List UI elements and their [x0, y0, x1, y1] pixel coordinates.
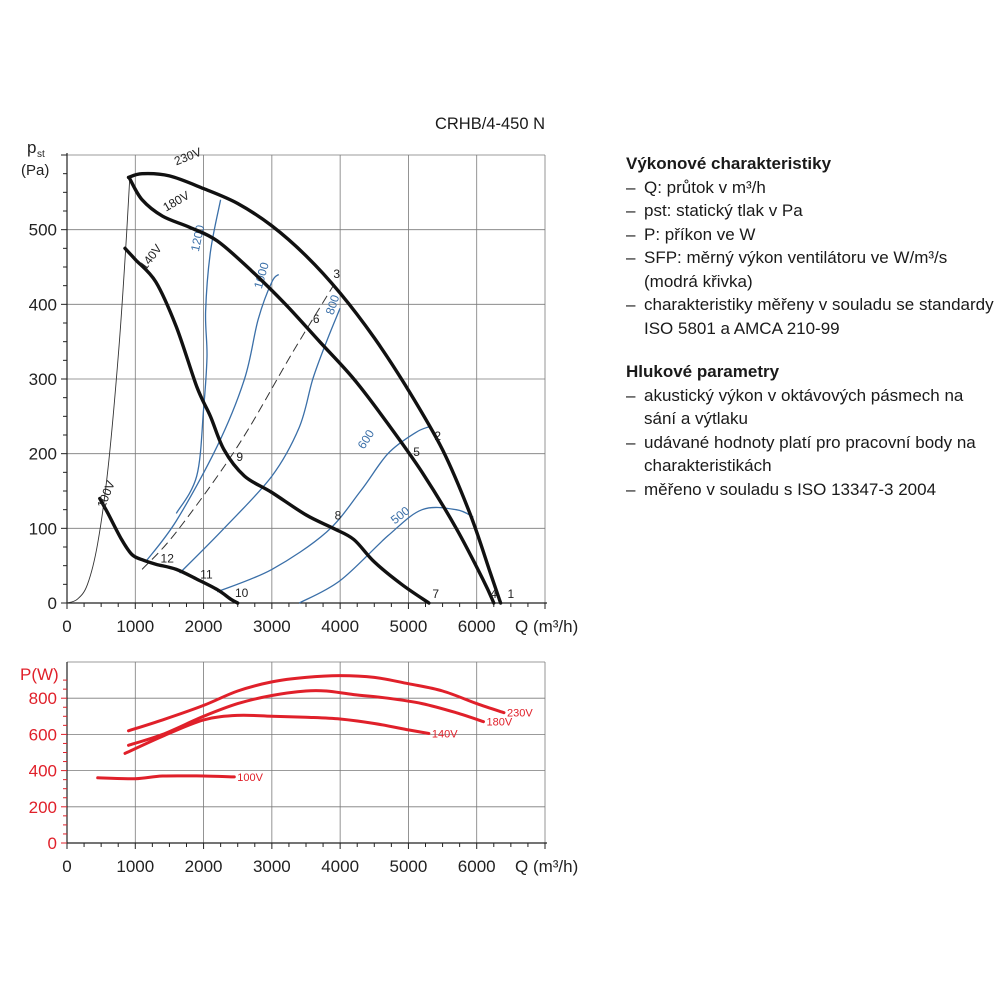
power-y-tick-label: 400	[29, 762, 57, 781]
y-tick-label: 200	[29, 445, 57, 464]
power-curve-label: 230V	[507, 708, 533, 720]
noise-heading: Hlukové parametry	[626, 362, 780, 381]
fan-curve-140V	[123, 246, 431, 605]
power-y-tick-label: 0	[48, 834, 57, 853]
note-p-text: P: příkon ve W	[644, 224, 756, 244]
y-axis-label-sub: st	[37, 149, 45, 160]
sfp-curve-800	[179, 307, 341, 574]
operating-point-label: 11	[200, 567, 213, 581]
y-tick-label: 100	[29, 519, 57, 538]
power-curve-100V	[96, 774, 236, 781]
power-y-axis-label: P(W)	[20, 665, 59, 684]
power-x-tick-label: 3000	[253, 857, 291, 876]
x-tick-label: 4000	[321, 617, 359, 636]
fan-curve-180V	[128, 177, 496, 605]
note-acoustic-text: akustický výkon v oktávových pásmech na …	[644, 385, 964, 429]
operating-point-label: 12	[161, 552, 175, 566]
note-acoustic: akustický výkon v oktávových pásmech na …	[626, 384, 996, 431]
fan-curve-100V	[98, 496, 240, 605]
x-axis-label: Q (m³/h)	[515, 617, 578, 636]
note-sfp: SFP: měrný výkon ventilátoru ve W/m³/s (…	[626, 246, 996, 293]
power-curve-label: 180V	[487, 717, 513, 729]
power-x-tick-label: 2000	[185, 857, 223, 876]
sfp-curve-500	[298, 506, 474, 604]
sfp-curve-label: 800	[323, 293, 343, 317]
power-x-tick-label: 1000	[116, 857, 154, 876]
x-tick-label: 0	[62, 617, 71, 636]
power-curve-180V	[127, 688, 485, 747]
note-pst-text: pst: statický tlak v Pa	[644, 201, 803, 220]
note-p: P: příkon ve W	[626, 223, 996, 247]
sfp-curve-1000	[144, 273, 280, 563]
noise-list: akustický výkon v oktávových pásmech na …	[626, 384, 996, 502]
power-y-tick-label: 600	[29, 725, 57, 744]
x-tick-label: 5000	[390, 617, 428, 636]
power-x-tick-label: 0	[62, 857, 71, 876]
note-measured: měřeno v souladu s ISO 13347-3 2004	[626, 478, 996, 502]
power-x-axis-label: Q (m³/h)	[515, 857, 578, 876]
note-values-text: udávané hodnoty platí pro pracovní body …	[644, 432, 976, 476]
y-tick-label: 300	[29, 370, 57, 389]
power-x-tick-label: 5000	[390, 857, 428, 876]
power-curve-140V	[123, 713, 431, 755]
x-tick-label: 6000	[458, 617, 496, 636]
note-sfp-text: SFP: měrný výkon ventilátoru ve W/m³/s (…	[644, 248, 948, 291]
operating-point-label: 2	[434, 429, 441, 443]
note-standards: charakteristiky měřeny v souladu se stan…	[626, 293, 996, 340]
y-tick-label: 500	[29, 221, 57, 240]
fan-curve-label: 180V	[161, 188, 192, 214]
operating-point-label: 9	[236, 450, 243, 464]
fan-curve-230V	[126, 171, 503, 605]
sfp-curve-label: 600	[355, 427, 378, 452]
operating-point-label: 1	[507, 587, 514, 601]
fan-curve-label: 100V	[94, 479, 117, 510]
power-y-tick-label: 200	[29, 798, 57, 817]
y-tick-label: 0	[48, 594, 57, 613]
x-tick-label: 3000	[253, 617, 291, 636]
y-axis-unit: (Pa)	[21, 162, 49, 179]
power-plot: 0 200 400 600 800 0 1000 2000 3000 4000 5000 6000 Q …	[20, 661, 578, 876]
fan-curve-label: 230V	[172, 145, 203, 168]
power-y-tick-label: 800	[29, 689, 57, 708]
performance-heading: Výkonové charakteristiky	[626, 154, 832, 173]
operating-point-label: 5	[413, 445, 420, 459]
sfp-curve-label: 1200	[188, 223, 207, 252]
operating-point-label: 8	[335, 508, 342, 522]
operating-point-label: 6	[313, 312, 320, 326]
operating-point-label: 4	[490, 587, 497, 601]
sfp-curve-1200	[175, 199, 222, 514]
power-curve-230V	[127, 674, 506, 733]
note-standards-text: charakteristiky měřeny v souladu se stan…	[644, 295, 994, 338]
operating-point-label: 7	[432, 587, 439, 601]
chart-title: CRHB/4-450 N	[435, 115, 545, 133]
operating-point-label: 10	[235, 586, 249, 600]
fan-curve-label: 140V	[137, 242, 165, 273]
performance-list: Q: průtok v m³/h pst: statický tlak v Pa…	[626, 176, 996, 341]
note-pst: pst: statický tlak v Pa	[626, 199, 996, 223]
power-curve-label: 100V	[237, 772, 263, 784]
power-x-tick-label: 6000	[458, 857, 496, 876]
description-panel: Výkonové charakteristiky Q: průtok v m³/…	[626, 152, 996, 521]
note-measured-text: měřeno v souladu s ISO 13347-3 2004	[644, 479, 937, 499]
system-curve	[66, 177, 131, 604]
note-values: udávané hodnoty platí pro pracovní body …	[626, 431, 996, 478]
power-x-tick-label: 4000	[321, 857, 359, 876]
note-q-text: Q: průtok v m³/h	[644, 177, 766, 197]
power-curve-label: 140V	[432, 728, 458, 740]
y-axis-label: p	[27, 138, 36, 157]
sfp-curve-label: 500	[388, 503, 413, 527]
sfp-curve-600	[216, 426, 430, 593]
note-q: Q: průtok v m³/h	[626, 176, 996, 200]
efficiency-line	[141, 285, 334, 570]
y-tick-label: 400	[29, 295, 57, 314]
x-tick-label: 1000	[116, 617, 154, 636]
x-tick-label: 2000	[185, 617, 223, 636]
operating-point-label: 3	[333, 267, 340, 281]
